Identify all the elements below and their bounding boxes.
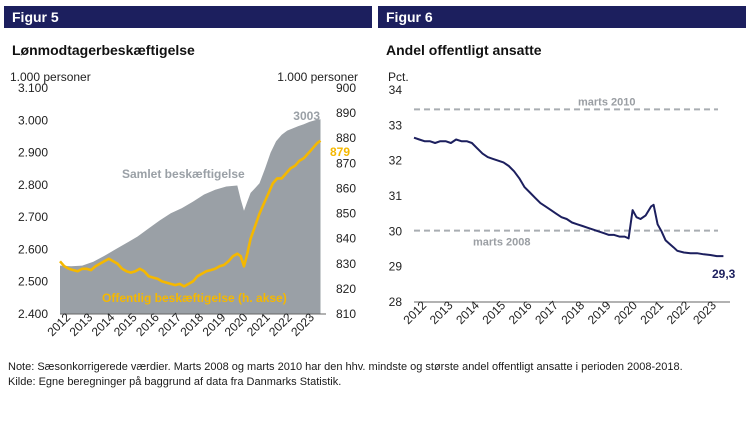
right-tick-label: 880: [336, 131, 356, 145]
employment-chart: 1.000 personer 1.000 personer 2.400 2.500 2.…: [10, 70, 358, 339]
right-axis-unit: 1.000 personer: [277, 70, 358, 84]
figure-6-title: Andel offentligt ansatte: [386, 42, 542, 58]
figure-5-label: Figur 5: [4, 6, 372, 28]
left-tick-label: 2.800: [18, 178, 48, 192]
note-text: Note: Sæsonkorrigerede værdier. Marts 20…: [8, 361, 683, 373]
notes: Note: Sæsonkorrigerede værdier. Marts 20…: [8, 360, 683, 390]
right-tick-label: 850: [336, 207, 356, 221]
total-series-label: Samlet beskæftigelse: [122, 167, 245, 181]
right-tick-label: 830: [336, 257, 356, 271]
end-value-label: 29,3: [712, 267, 736, 281]
public-end-value: 879: [330, 145, 350, 159]
right-tick-label: 890: [336, 106, 356, 120]
y-tick-label: 29: [389, 260, 403, 274]
y-tick-label: 31: [389, 189, 403, 203]
figure-5-panel: Figur 5 Lønmodtagerbeskæftigelse 1.000 p…: [4, 6, 372, 350]
left-tick-label: 3.100: [18, 81, 48, 95]
right-tick-label: 860: [336, 181, 356, 195]
y-tick-label: 28: [389, 295, 403, 309]
y-tick-label: 30: [389, 224, 403, 238]
right-tick-label: 840: [336, 232, 356, 246]
total-employment-area: [60, 119, 321, 314]
figure-6-label: Figur 6: [378, 6, 746, 28]
source-text: Kilde: Egne beregninger på baggrund af d…: [8, 376, 342, 388]
reference-label-bg: [574, 94, 636, 108]
left-tick-label: 3.000: [18, 113, 48, 127]
y-tick-label: 32: [389, 154, 403, 168]
public-employment-line: [59, 139, 322, 288]
figure-6-panel: Figur 6 Andel offentligt ansatte Pct. 28 2…: [378, 6, 746, 350]
total-end-value: 3003: [293, 109, 320, 123]
right-tick-label: 810: [336, 307, 356, 321]
left-tick-label: 2.600: [18, 242, 48, 256]
y-axis-unit: Pct.: [388, 70, 409, 84]
reference-label: marts 2010: [578, 96, 636, 108]
left-tick-label: 2.900: [18, 146, 48, 160]
public-series-label: Offentlig beskæftigelse (h. akse): [102, 291, 287, 305]
figure-5-title: Lønmodtagerbeskæftigelse: [12, 42, 195, 58]
left-tick-label: 2.500: [18, 275, 48, 289]
y-tick-label: 33: [389, 118, 403, 132]
y-tick-label: 34: [389, 83, 403, 97]
reference-label: marts 2008: [473, 237, 531, 249]
right-tick-label: 870: [336, 156, 356, 170]
left-tick-label: 2.400: [18, 307, 48, 321]
left-axis-unit: 1.000 personer: [10, 70, 91, 84]
public-share-line: [413, 136, 724, 258]
right-tick-label: 900: [336, 81, 356, 95]
right-tick-label: 820: [336, 282, 356, 296]
left-tick-label: 2.700: [18, 210, 48, 224]
